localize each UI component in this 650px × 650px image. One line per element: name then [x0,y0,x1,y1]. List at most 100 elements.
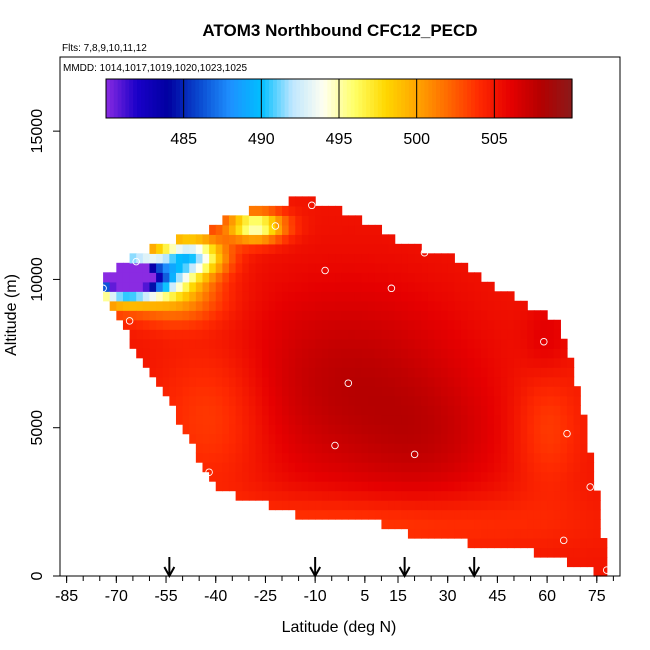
heatmap-cell [308,509,316,520]
colorbar-segment [327,79,332,118]
heatmap-cell [354,329,363,340]
heatmap-cell [268,262,276,273]
heatmap-cell [182,338,190,349]
heatmap-cell [215,424,223,435]
colorbar-segment [482,79,488,118]
heatmap-cell [547,528,555,539]
heatmap-cell [162,386,170,397]
heatmap-cell [262,348,270,359]
heatmap-cell [547,462,555,473]
heatmap-cell [189,281,197,292]
heatmap-cell [494,481,502,492]
heatmap-cell [460,319,469,330]
heatmap-cell [255,405,263,416]
heatmap-cell [381,462,389,473]
heatmap-cell [321,414,330,425]
heatmap-cell [361,272,369,283]
x-tick-label: -55 [154,588,177,605]
heatmap-cell [222,253,230,264]
heatmap-cell [487,528,495,539]
heatmap-cell [553,338,561,349]
colorbar-segment [451,79,457,118]
heatmap-cell [262,357,270,368]
heatmap-cell [228,471,237,482]
heatmap-cell [328,234,336,245]
heatmap-cell [460,528,469,539]
profile-marker [132,257,140,266]
heatmap-cell [480,519,489,530]
heatmap-cell [381,405,389,416]
heatmap-cell [434,433,442,444]
heatmap-cell [301,395,310,406]
profile-marker [99,284,107,293]
heatmap-cell [116,291,124,302]
heatmap-cell [520,500,528,511]
heatmap-cell [354,481,363,492]
heatmap-cell [321,500,330,511]
heatmap-cell [142,300,151,311]
heatmap-cell [434,490,442,501]
colorbar-segment [432,79,437,118]
heatmap-cell [268,329,276,340]
heatmap-cell [580,519,588,530]
heatmap-cell [507,319,515,330]
heatmap-cell [295,452,303,463]
heatmap-cell [507,452,515,463]
heatmap-cell [175,357,184,368]
heatmap-cell [341,338,349,349]
heatmap-cell [434,395,442,406]
heatmap-cell [401,443,409,454]
heatmap-cell [354,405,363,416]
heatmap-cell [301,433,310,444]
heatmap-cell [474,348,482,359]
colorbar-segment [568,79,573,118]
heatmap-cell [321,243,330,254]
colorbar-segment [125,79,130,118]
heatmap-cell [348,490,356,501]
heatmap-cell [527,310,535,321]
heatmap-cell [295,471,303,482]
heatmap-cell [414,462,422,473]
heatmap-cell [195,262,204,273]
heatmap-cell [421,367,429,378]
heatmap-cell [401,519,409,530]
heatmap-cell [248,471,257,482]
heatmap-cell [566,433,575,444]
heatmap-cell [553,405,561,416]
heatmap-cell [268,424,276,435]
heatmap-cell [441,376,449,387]
heatmap-cell [507,443,515,454]
heatmap-cell [447,253,455,264]
heatmap-cell [242,462,250,473]
heatmap-cell [162,376,170,387]
heatmap-cell [427,452,436,463]
heatmap-cell [215,452,223,463]
heatmap-cell [467,329,475,340]
heatmap-cell [136,348,144,359]
heatmap-cell [361,386,369,397]
heatmap-cell [580,481,588,492]
heatmap-cell [262,262,270,273]
heatmap-cell [480,481,489,492]
heatmap-cell [441,471,449,482]
heatmap-cell [414,386,422,397]
heatmap-cell [255,338,263,349]
heatmap-cell [460,433,469,444]
heatmap-cell [494,462,502,473]
heatmap-cell [388,319,396,330]
heatmap-cell [228,357,237,368]
heatmap-cell [368,224,376,235]
heatmap-cell [288,490,296,501]
heatmap-cell [156,291,164,302]
heatmap-cell [447,376,455,387]
heatmap-cell [507,500,515,511]
heatmap-cell [520,433,528,444]
heatmap-cell [228,424,237,435]
heatmap-cell [460,481,469,492]
colorbar-segment [319,79,325,118]
heatmap-cell [255,452,263,463]
heatmap-cell [189,243,197,254]
heatmap-cell [553,500,561,511]
heatmap-cell [328,224,336,235]
heatmap-cell [235,490,243,501]
